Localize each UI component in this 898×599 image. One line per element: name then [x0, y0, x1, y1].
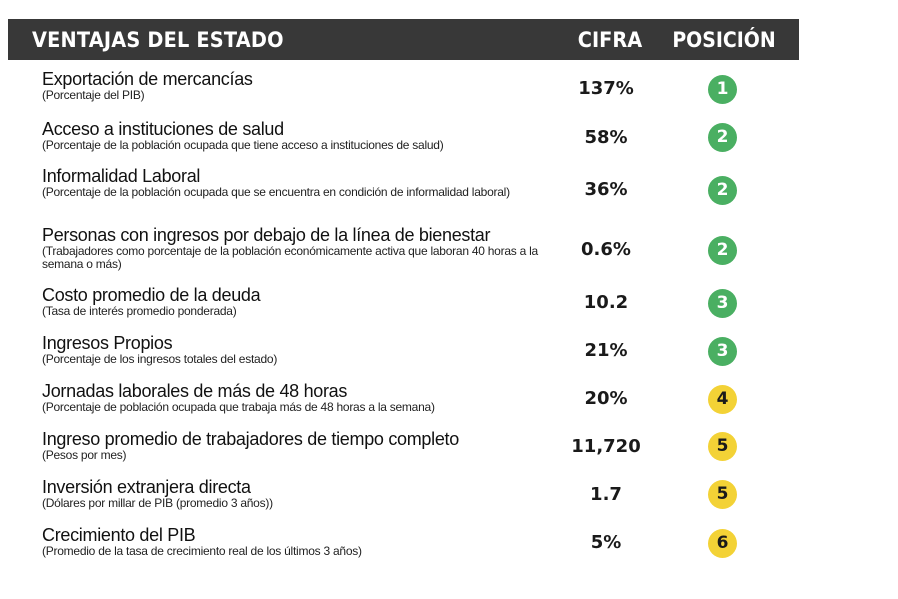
row-subtitle: (Promedio de la tasa de crecimiento real…: [42, 544, 362, 558]
row-value: 137%: [578, 78, 634, 99]
table-row: Jornadas laborales de más de 48 horas (P…: [0, 382, 898, 422]
row-value: 1.7: [590, 484, 622, 505]
row-subtitle: (Tasa de interés promedio ponderada): [42, 304, 237, 318]
table-row: Exportación de mercancías (Porcentaje de…: [0, 70, 898, 110]
header-cifra: Cifra: [577, 28, 643, 52]
table-row: Costo promedio de la deuda (Tasa de inte…: [0, 286, 898, 326]
row-value: 10.2: [583, 292, 629, 313]
row-subtitle: (Trabajadores como porcentaje de la pobl…: [42, 244, 538, 271]
row-subtitle: (Porcentaje de la población ocupada que …: [42, 138, 444, 152]
row-title: Jornadas laborales de más de 48 horas: [42, 381, 348, 401]
position-badge: 2: [708, 236, 737, 265]
row-subtitle: (Pesos por mes): [42, 448, 127, 462]
row-title: Inversión extranjera directa: [42, 477, 251, 497]
row-title: Exportación de mercancías: [42, 69, 253, 89]
position-badge: 3: [708, 289, 737, 318]
header-title: Ventajas del estado: [32, 28, 284, 52]
table-row: Personas con ingresos por debajo de la l…: [0, 226, 898, 278]
position-badge: 2: [708, 176, 737, 205]
row-value: 58%: [584, 127, 628, 148]
row-value: 11,720: [571, 436, 641, 457]
row-title: Ingreso promedio de trabajadores de tiem…: [42, 429, 459, 449]
row-value: 5%: [590, 532, 622, 553]
table-row: Informalidad Laboral (Porcentaje de la p…: [0, 167, 898, 219]
row-subtitle: (Porcentaje del PIB): [42, 88, 145, 102]
row-value: 36%: [584, 179, 628, 200]
row-subtitle: (Porcentaje de los ingresos totales del …: [42, 352, 278, 366]
header-posicion: Posición: [672, 28, 776, 52]
row-title: Crecimiento del PIB: [42, 525, 196, 545]
row-title: Personas con ingresos por debajo de la l…: [42, 225, 491, 245]
position-badge: 5: [708, 480, 737, 509]
row-subtitle: (Porcentaje de población ocupada que tra…: [42, 400, 435, 414]
position-badge: 6: [708, 529, 737, 558]
table-row: Ingreso promedio de trabajadores de tiem…: [0, 430, 898, 470]
row-value: 20%: [584, 388, 628, 409]
position-badge: 4: [708, 385, 737, 414]
position-badge: 1: [708, 75, 737, 104]
row-value: 21%: [584, 340, 628, 361]
table-row: Crecimiento del PIB (Promedio de la tasa…: [0, 526, 898, 566]
position-badge: 5: [708, 432, 737, 461]
table-header: Ventajas del estado Cifra Posición: [8, 19, 799, 60]
row-title: Costo promedio de la deuda: [42, 285, 261, 305]
row-value: 0.6%: [581, 239, 631, 260]
row-title: Acceso a instituciones de salud: [42, 119, 284, 139]
row-subtitle: (Porcentaje de la población ocupada que …: [42, 185, 510, 199]
row-title: Informalidad Laboral: [42, 166, 201, 186]
table-row: Inversión extranjera directa (Dólares po…: [0, 478, 898, 518]
table-row: Acceso a instituciones de salud (Porcent…: [0, 120, 898, 160]
row-title: Ingresos Propios: [42, 333, 173, 353]
position-badge: 3: [708, 337, 737, 366]
row-subtitle: (Dólares por millar de PIB (promedio 3 a…: [42, 496, 273, 510]
table-row: Ingresos Propios (Porcentaje de los ingr…: [0, 334, 898, 374]
position-badge: 2: [708, 123, 737, 152]
